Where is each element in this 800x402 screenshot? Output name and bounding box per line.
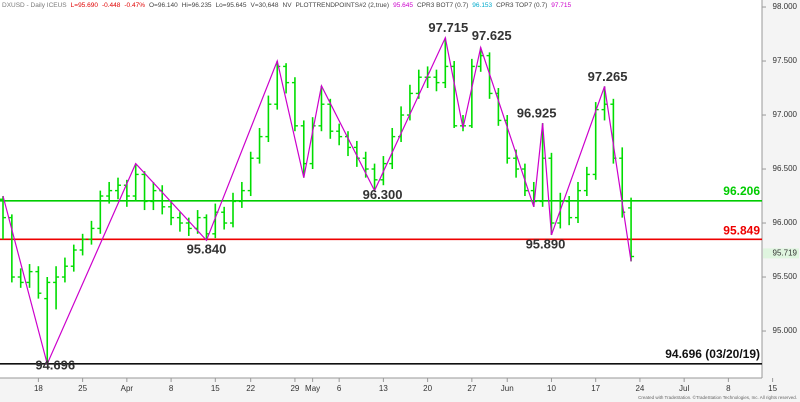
y-tick-label: 96.500 xyxy=(773,164,798,173)
x-tick-label: 8 xyxy=(169,384,174,393)
header-item: DXUSD - Daily ICEUS xyxy=(2,2,67,9)
zigzag-line xyxy=(2,35,632,366)
x-tick-label: 17 xyxy=(591,384,600,393)
header-item: 96.153 xyxy=(472,2,492,9)
x-tick-label: 15 xyxy=(768,384,777,393)
x-tick-label: 10 xyxy=(547,384,556,393)
pivot-label: 94.696 xyxy=(35,357,75,372)
x-tick-label: 29 xyxy=(290,384,299,393)
x-tick-label: Apr xyxy=(121,384,134,393)
y-tick-label: 97.500 xyxy=(773,56,798,65)
chart-header: DXUSD - Daily ICEUS L=95.690 -0.448 -0.47% O… xyxy=(2,2,572,9)
x-tick-label: 6 xyxy=(337,384,342,393)
header-item: -0.47% xyxy=(124,2,145,9)
x-tick-label: Jul xyxy=(679,384,689,393)
footer: Created with TradeStation. ©TradeStation… xyxy=(638,394,797,400)
y-tick-label: 97.000 xyxy=(773,110,798,119)
pivot-label: 97.625 xyxy=(472,28,512,43)
header-item: -0.448 xyxy=(102,2,121,9)
level-label: 95.849 xyxy=(723,223,760,237)
x-tick-label: 20 xyxy=(423,384,432,393)
pivot-label: 95.890 xyxy=(526,236,566,251)
x-tick-label: 27 xyxy=(467,384,476,393)
header-item: V=30,648 xyxy=(250,2,278,9)
level-label: 94.696 (03/20/19) xyxy=(665,347,760,361)
header-item: Lo=95.645 xyxy=(216,2,247,9)
x-tick-label: 15 xyxy=(211,384,220,393)
price-axis-panel xyxy=(762,0,800,402)
x-tick-label: 13 xyxy=(379,384,388,393)
pivot-label: 95.840 xyxy=(187,242,227,257)
y-tick-label: 95.000 xyxy=(773,326,798,335)
x-tick-label: May xyxy=(305,384,320,393)
time-axis-panel xyxy=(0,378,800,402)
y-tick-label: 96.000 xyxy=(773,218,798,227)
x-tick-label: 22 xyxy=(246,384,255,393)
header-item: 95.645 xyxy=(393,2,413,9)
header-item: NV xyxy=(283,2,293,9)
y-tick-label: 95.500 xyxy=(773,272,798,281)
header-item: O=96.140 xyxy=(149,2,178,9)
pivot-label: 96.300 xyxy=(363,187,403,202)
pivot-label: 97.715 xyxy=(428,20,468,35)
x-tick-label: Jun xyxy=(501,384,514,393)
level-label: 96.206 xyxy=(723,184,760,198)
x-tick-label: 24 xyxy=(635,384,644,393)
header-item: CPR3 TOP7 (0.7) xyxy=(496,2,547,9)
pivot-label: 96.925 xyxy=(517,106,557,121)
x-tick-label: 25 xyxy=(78,384,87,393)
header-item: CPR3 BOT7 (0.7) xyxy=(417,2,468,9)
y-tick-label: 98.000 xyxy=(773,2,798,11)
pivot-label: 97.265 xyxy=(588,69,628,84)
header-item: L=95.690 xyxy=(71,2,99,9)
last-price-label: 95.719 xyxy=(773,248,798,257)
header-item: PLOTTRENDPOINTS#2 (2,true) xyxy=(296,2,390,9)
header-item: Hi=96.235 xyxy=(182,2,212,9)
x-tick-label: 18 xyxy=(34,384,43,393)
last-price-box xyxy=(763,248,799,259)
x-tick-label: 8 xyxy=(726,384,731,393)
header-item: 97.715 xyxy=(551,2,571,9)
